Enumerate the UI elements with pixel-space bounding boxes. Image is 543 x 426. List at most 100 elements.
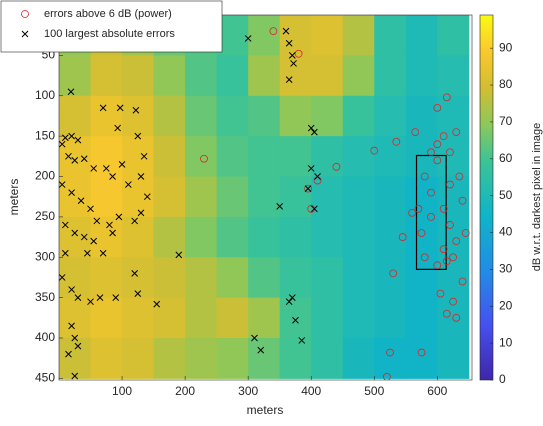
heatmap-cell	[279, 55, 312, 97]
x-marker	[285, 298, 293, 306]
heatmap-cell	[185, 95, 218, 137]
heatmap-cell	[437, 216, 470, 258]
x-marker	[61, 221, 69, 229]
x-marker	[307, 124, 315, 132]
circle-marker	[294, 49, 303, 58]
heatmap-cell	[374, 55, 407, 97]
heatmap-cell	[90, 95, 123, 137]
x-marker	[114, 124, 121, 132]
y-tick-label: 400	[35, 330, 55, 344]
x-marker	[311, 205, 318, 213]
circle-marker	[452, 128, 461, 136]
circle-marker	[433, 156, 442, 165]
x-marker	[65, 350, 72, 358]
heatmap-cell	[248, 257, 281, 299]
heatmap-cell	[374, 95, 407, 137]
heatmap-cell	[374, 176, 407, 218]
heatmap-cell	[216, 297, 249, 339]
circle-marker	[414, 204, 423, 213]
circle-marker	[382, 372, 391, 380]
x-marker	[80, 155, 88, 163]
heatmap-cell	[59, 257, 92, 299]
circle-marker	[442, 93, 451, 102]
heatmap-cell	[342, 297, 375, 339]
x-marker	[74, 136, 82, 144]
heatmap-cell	[185, 297, 218, 339]
x-marker	[68, 322, 75, 330]
heatmap-cell	[59, 297, 92, 339]
heatmap-cell	[311, 176, 344, 218]
heatmap-cell	[311, 257, 344, 299]
x-marker	[116, 104, 124, 112]
heatmap-cell	[248, 55, 281, 97]
colorbar-tick-label: 40	[499, 225, 513, 239]
x-marker	[314, 173, 321, 180]
heatmap-cell	[437, 338, 470, 379]
heatmap-cell	[405, 55, 438, 97]
x-tick-label: 100	[112, 384, 132, 398]
x-marker	[125, 181, 132, 188]
heatmap-cell	[279, 297, 312, 339]
colorbar-tick-label: 30	[499, 262, 513, 276]
heatmap-cell	[248, 136, 281, 178]
x-marker	[298, 337, 306, 344]
circle-marker	[433, 261, 442, 270]
x-marker	[59, 140, 66, 148]
colorbar-label: dB w.r.t. darkest pixel in image	[531, 123, 543, 272]
plot-area	[59, 15, 470, 380]
x-marker	[99, 104, 107, 112]
x-marker	[115, 213, 123, 221]
colorbar-tick-label: 70	[499, 114, 513, 128]
circle-marker	[458, 277, 467, 286]
heatmap-cell	[374, 136, 407, 178]
x-marker	[132, 106, 140, 114]
heatmap-cell	[59, 338, 92, 379]
x-marker	[153, 300, 161, 308]
heatmap-cell	[311, 136, 344, 178]
circle-marker	[452, 237, 461, 246]
circle-marker	[446, 180, 454, 189]
colorbar-tick-label: 20	[499, 298, 513, 312]
heatmap-cell	[279, 136, 312, 178]
x-marker	[109, 173, 116, 180]
circle-marker	[446, 148, 454, 157]
x-marker	[131, 270, 139, 277]
heatmap-cell	[153, 95, 186, 137]
x-marker	[71, 157, 79, 164]
heatmap-cell	[279, 338, 312, 379]
heatmap-cell	[342, 338, 375, 379]
colorbar-tick-label: 0	[499, 372, 506, 386]
circle-marker	[442, 257, 451, 266]
x-marker	[84, 249, 91, 257]
y-tick-label: 150	[35, 128, 55, 142]
x-marker	[68, 189, 75, 197]
heatmap-cell	[90, 136, 123, 178]
heatmap-cell	[185, 176, 218, 218]
x-marker	[276, 203, 284, 210]
circle-marker	[389, 269, 398, 278]
axes-frame	[58, 14, 473, 381]
circle-marker	[332, 162, 341, 171]
circle-marker	[436, 289, 445, 298]
heatmap-cell	[437, 176, 470, 218]
x-marker	[61, 249, 69, 257]
x-marker	[304, 185, 312, 192]
heatmap-cell	[437, 136, 470, 178]
colorbar-tick-label: 50	[499, 188, 513, 202]
circle-marker	[449, 253, 457, 262]
y-tick-label: 200	[35, 169, 55, 183]
x-marker	[134, 290, 142, 297]
x-marker	[59, 181, 66, 188]
heatmap-cell	[122, 297, 155, 339]
heatmap-cell	[90, 55, 123, 97]
heatmap-cell	[374, 15, 407, 56]
heatmap-cell	[248, 216, 281, 258]
x-marker	[285, 76, 293, 83]
x-marker	[68, 132, 75, 140]
heatmap-cell	[122, 136, 155, 178]
heatmap-cell	[279, 216, 312, 258]
circle-marker	[420, 253, 429, 262]
heatmap-cell	[153, 216, 186, 258]
x-marker	[288, 52, 296, 59]
